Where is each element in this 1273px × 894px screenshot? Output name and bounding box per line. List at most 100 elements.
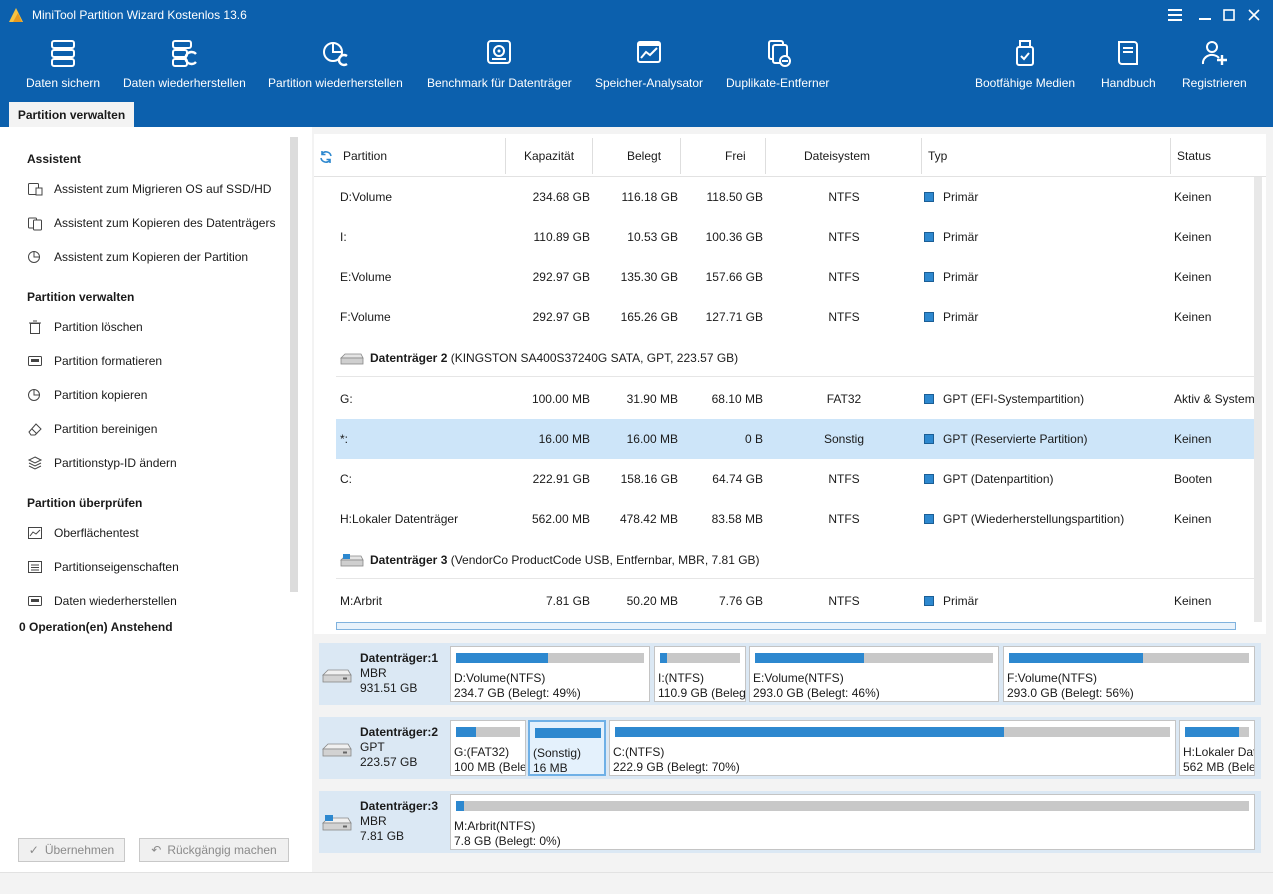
table-horizontal-scrollbar[interactable] — [336, 622, 1236, 630]
column-header-filesystem[interactable]: Dateisystem — [804, 149, 871, 163]
sidebar-item-label: Assistent zum Kopieren des Datenträgers — [54, 216, 276, 230]
space-analyzer-button[interactable]: Speicher-Analysator — [595, 34, 703, 98]
table-vertical-scrollbar[interactable] — [1254, 177, 1262, 622]
partition-recovery-label: Partition wiederherstellen — [268, 76, 403, 90]
partition-block-info: 16 MB — [533, 761, 568, 775]
close-icon[interactable] — [1243, 4, 1265, 26]
disk-header-name: Datenträger 3 — [370, 553, 448, 567]
sidebar-scrollbar[interactable] — [290, 137, 298, 592]
cell-capacity: 234.68 GB — [532, 190, 590, 204]
sidebar-item-change-type-id[interactable]: Partitionstyp-ID ändern — [27, 452, 177, 474]
disk-header-details: (VendorCo ProductCode USB, Entfernbar, M… — [450, 553, 760, 567]
sidebar-item-surface-test[interactable]: Oberflächentest — [27, 522, 139, 544]
partition-type-swatch — [924, 474, 934, 484]
sidebar-item-migrate-os[interactable]: Assistent zum Migrieren OS auf SSD/HD — [27, 178, 271, 200]
sidebar-section-title: Partition überprüfen — [27, 496, 143, 510]
sidebar-item-copy-partition[interactable]: Partition kopieren — [27, 384, 147, 406]
disk-header-row[interactable]: Datenträger 2 (KINGSTON SA400S37240G SAT… — [336, 337, 1254, 377]
backup-button[interactable]: Daten sichern — [26, 34, 100, 98]
disk-card[interactable]: Datenträger:3 MBR 7.81 GB — [319, 791, 450, 853]
sidebar-item-delete-partition[interactable]: Partition löschen — [27, 316, 143, 338]
column-header-type[interactable]: Typ — [928, 149, 948, 163]
cell-type: Primär — [924, 190, 978, 204]
partition-block-label: E:Volume(NTFS) — [753, 671, 844, 685]
usb-drive-icon — [322, 815, 352, 831]
cell-used: 158.16 GB — [620, 472, 678, 486]
partition-block[interactable]: G:(FAT32)100 MB (Belegt: 32%) — [450, 720, 526, 776]
cell-free: 100.36 GB — [705, 230, 763, 244]
usage-bar-fill — [1185, 727, 1239, 737]
cell-capacity: 100.00 MB — [531, 392, 590, 406]
partition-block[interactable]: C:(NTFS) 222.9 GB (Belegt: 70%) — [609, 720, 1176, 776]
table-row[interactable]: H:Lokaler Datenträger 562.00 MB 478.42 MB 8… — [336, 499, 1254, 539]
cell-capacity: 16.00 MB — [538, 432, 590, 446]
benchmark-button[interactable]: Benchmark für Datenträger — [427, 34, 572, 98]
column-header-status[interactable]: Status — [1177, 149, 1212, 163]
sidebar-item-wipe-partition[interactable]: Partition bereinigen — [27, 418, 157, 440]
cell-filesystem: NTFS — [828, 190, 860, 204]
partition-block[interactable]: M:Arbrit(NTFS) 7.8 GB (Belegt: 0%) — [450, 794, 1255, 850]
table-row[interactable]: C: 222.91 GB 158.16 GB 64.74 GB NTFS GPT (Dat… — [336, 459, 1254, 499]
hdd-icon — [322, 669, 352, 683]
usb-drive-icon — [340, 554, 364, 567]
table-row[interactable]: I: 110.89 GB 10.53 GB 100.36 GB NTFS Primär Ke… — [336, 217, 1254, 257]
type-label: Primär — [943, 190, 979, 204]
menu-icon[interactable] — [1164, 4, 1186, 26]
table-row[interactable]: *: 16.00 MB 16.00 MB 0 B Sonstig GPT (Reservi… — [336, 419, 1254, 459]
table-row[interactable]: E:Volume 292.97 GB 135.30 GB 157.66 GB NTFS P… — [336, 257, 1254, 297]
column-header-used[interactable]: Belegt — [627, 149, 662, 163]
disk-header-row[interactable]: Datenträger 3 (VendorCo ProductCode USB,… — [336, 539, 1254, 579]
column-header-partition[interactable]: Partition — [343, 149, 388, 163]
register-button[interactable]: Registrieren — [1182, 34, 1247, 98]
maximize-icon[interactable] — [1218, 4, 1240, 26]
manual-button[interactable]: Handbuch — [1101, 34, 1156, 98]
sidebar-item-label: Daten wiederherstellen — [54, 594, 177, 608]
benchmark-icon — [487, 40, 512, 64]
usage-bar-fill — [456, 801, 464, 811]
apply-button[interactable]: ✓ Übernehmen — [18, 838, 125, 862]
cell-partition: F:Volume — [340, 310, 391, 324]
partition-type-swatch — [924, 434, 934, 444]
disk-header-name: Datenträger 2 — [370, 351, 448, 365]
duplicate-remover-button[interactable]: Duplikate-Entferner — [726, 34, 829, 98]
sidebar-item-copy-partition-wizard[interactable]: Assistent zum Kopieren der Partition — [27, 246, 248, 268]
sidebar-item-partition-properties[interactable]: Partitionseigenschaften — [27, 556, 179, 578]
partition-block[interactable]: E:Volume(NTFS) 293.0 GB (Belegt: 46%) — [749, 646, 999, 702]
disk-card[interactable]: Datenträger:1 MBR 931.51 GB — [319, 643, 450, 705]
usage-bar-fill — [1009, 653, 1143, 663]
table-row[interactable]: M:Arbrit 7.81 GB 50.20 MB 7.76 GB NTFS Primär… — [336, 581, 1254, 621]
tab-partition-verwalten[interactable]: Partition verwalten — [9, 102, 134, 127]
partition-block[interactable]: F:Volume(NTFS) 293.0 GB (Belegt: 56%) — [1003, 646, 1255, 702]
partition-block-info: 100 MB (Belegt: 32%) — [454, 760, 525, 774]
bootable-media-button[interactable]: Bootfähige Medien — [975, 34, 1075, 98]
sidebar-item-format-partition[interactable]: Partition formatieren — [27, 350, 162, 372]
table-row[interactable]: D:Volume 234.68 GB 116.18 GB 118.50 GB NTFS P… — [336, 177, 1254, 217]
disk-card[interactable]: Datenträger:2 GPT 223.57 GB — [319, 717, 450, 779]
data-recovery-button[interactable]: Daten wiederherstellen — [123, 34, 246, 98]
undo-button[interactable]: ↶ Rückgängig machen — [139, 838, 289, 862]
cell-type: GPT (Datenpartition) — [924, 472, 1054, 486]
cell-status: Keinen — [1174, 512, 1212, 526]
disk-partition-strip: D:Volume(NTFS) 234.7 GB (Belegt: 49%) I:(N… — [450, 643, 1261, 705]
partition-recovery-button[interactable]: Partition wiederherstellen — [268, 34, 403, 98]
sidebar-item-copy-disk[interactable]: Assistent zum Kopieren des Datenträgers — [27, 212, 275, 234]
partition-block[interactable]: H:Lokaler Datenträger(NTFS)562 MB (Beleg… — [1179, 720, 1255, 776]
data-recovery-icon — [172, 40, 198, 67]
cell-status: Keinen — [1174, 310, 1212, 324]
refresh-icon[interactable] — [319, 150, 333, 164]
minimize-icon[interactable] — [1194, 4, 1216, 26]
partition-table: Partition Kapazität Belegt Frei Dateisys… — [314, 134, 1266, 634]
cell-partition: M:Arbrit — [340, 594, 382, 608]
sidebar-item-data-recovery[interactable]: Daten wiederherstellen — [27, 590, 177, 612]
partition-block-label: (Sonstig) — [533, 746, 582, 760]
column-header-capacity[interactable]: Kapazität — [524, 149, 575, 163]
table-row[interactable]: F:Volume 292.97 GB 165.26 GB 127.71 GB NTFS P… — [336, 297, 1254, 337]
type-label: GPT (EFI-Systempartition) — [943, 392, 1085, 406]
partition-block[interactable]: I:(NTFS)110.9 GB (Belegt: 9%) — [654, 646, 746, 702]
partition-block[interactable]: D:Volume(NTFS) 234.7 GB (Belegt: 49%) — [450, 646, 650, 702]
cell-status: Keinen — [1174, 190, 1212, 204]
cell-filesystem: FAT32 — [826, 392, 862, 406]
column-header-free[interactable]: Frei — [725, 149, 746, 163]
partition-block[interactable]: (Sonstig) 16 MB — [528, 720, 606, 776]
table-row[interactable]: G: 100.00 MB 31.90 MB 68.10 MB FAT32 GPT (EFI… — [336, 379, 1255, 419]
